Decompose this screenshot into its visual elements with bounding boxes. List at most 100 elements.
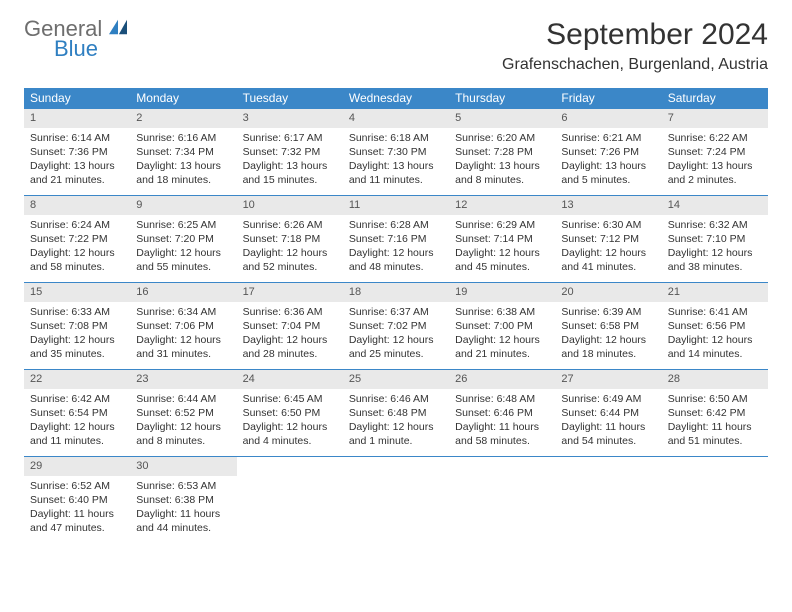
dow-cell: Tuesday [237, 88, 343, 108]
day-info: Sunrise: 6:26 AMSunset: 7:18 PMDaylight:… [237, 218, 343, 275]
day-info: Sunrise: 6:24 AMSunset: 7:22 PMDaylight:… [24, 218, 130, 275]
dow-header: Sunday Monday Tuesday Wednesday Thursday… [24, 88, 768, 108]
day-cell: 16Sunrise: 6:34 AMSunset: 7:06 PMDayligh… [130, 283, 236, 369]
empty-cell [237, 457, 343, 543]
day-number: 12 [449, 196, 555, 215]
header: General Blue September 2024 Grafenschach… [0, 0, 792, 80]
daylight: Daylight: 13 hours and 8 minutes. [455, 159, 549, 187]
day-info: Sunrise: 6:21 AMSunset: 7:26 PMDaylight:… [555, 131, 661, 188]
day-number: 17 [237, 283, 343, 302]
day-cell: 3 Sunrise: 6:17 AMSunset: 7:32 PMDaylight… [237, 109, 343, 195]
empty-cell [343, 457, 449, 543]
sunrise: Sunrise: 6:38 AM [455, 305, 549, 319]
day-number: 22 [24, 370, 130, 389]
day-number: 7 [662, 109, 768, 128]
day-cell: 27Sunrise: 6:49 AMSunset: 6:44 PMDayligh… [555, 370, 661, 456]
day-cell: 2 Sunrise: 6:16 AMSunset: 7:34 PMDaylight… [130, 109, 236, 195]
day-number: 24 [237, 370, 343, 389]
day-number: 29 [24, 457, 130, 476]
empty-cell [662, 457, 768, 543]
day-cell: 8 Sunrise: 6:24 AMSunset: 7:22 PMDaylight… [24, 196, 130, 282]
sunrise: Sunrise: 6:37 AM [349, 305, 443, 319]
daylight: Daylight: 12 hours and 4 minutes. [243, 420, 337, 448]
day-cell: 18Sunrise: 6:37 AMSunset: 7:02 PMDayligh… [343, 283, 449, 369]
sunrise: Sunrise: 6:48 AM [455, 392, 549, 406]
day-number: 25 [343, 370, 449, 389]
sunset: Sunset: 7:34 PM [136, 145, 230, 159]
week-row: 8 Sunrise: 6:24 AMSunset: 7:22 PMDaylight… [24, 195, 768, 282]
day-cell: 17 Sunrise: 6:36 AMSunset: 7:04 PMDayligh… [237, 283, 343, 369]
empty-cell [555, 457, 661, 543]
day-info: Sunrise: 6:36 AMSunset: 7:04 PMDaylight:… [237, 305, 343, 362]
day-number: 16 [130, 283, 236, 302]
empty-cell [449, 457, 555, 543]
sunset: Sunset: 6:54 PM [30, 406, 124, 420]
sunset: Sunset: 6:42 PM [668, 406, 762, 420]
day-number: 13 [555, 196, 661, 215]
dow-cell: Thursday [449, 88, 555, 108]
day-cell: 19Sunrise: 6:38 AMSunset: 7:00 PMDayligh… [449, 283, 555, 369]
daylight: Daylight: 13 hours and 21 minutes. [30, 159, 124, 187]
day-info: Sunrise: 6:53 AMSunset: 6:38 PMDaylight:… [130, 479, 236, 536]
sunset: Sunset: 7:06 PM [136, 319, 230, 333]
sunrise: Sunrise: 6:24 AM [30, 218, 124, 232]
week-row: 22 Sunrise: 6:42 AMSunset: 6:54 PMDayligh… [24, 369, 768, 456]
dow-cell: Monday [130, 88, 236, 108]
sunset: Sunset: 7:10 PM [668, 232, 762, 246]
sunset: Sunset: 7:14 PM [455, 232, 549, 246]
day-cell: 7Sunrise: 6:22 AMSunset: 7:24 PMDaylight… [662, 109, 768, 195]
day-number: 11 [343, 196, 449, 215]
day-number: 1 [24, 109, 130, 128]
calendar: Sunday Monday Tuesday Wednesday Thursday… [24, 88, 768, 543]
sunrise: Sunrise: 6:46 AM [349, 392, 443, 406]
day-cell: 9Sunrise: 6:25 AMSunset: 7:20 PMDaylight… [130, 196, 236, 282]
day-info: Sunrise: 6:52 AMSunset: 6:40 PMDaylight:… [24, 479, 130, 536]
day-cell: 23 Sunrise: 6:44 AMSunset: 6:52 PMDayligh… [130, 370, 236, 456]
day-number: 8 [24, 196, 130, 215]
daylight: Daylight: 12 hours and 28 minutes. [243, 333, 337, 361]
dow-cell: Saturday [662, 88, 768, 108]
day-cell: 13Sunrise: 6:30 AMSunset: 7:12 PMDayligh… [555, 196, 661, 282]
dow-cell: Sunday [24, 88, 130, 108]
day-info: Sunrise: 6:16 AMSunset: 7:34 PMDaylight:… [130, 131, 236, 188]
sunset: Sunset: 7:36 PM [30, 145, 124, 159]
day-cell: 30Sunrise: 6:53 AMSunset: 6:38 PMDayligh… [130, 457, 236, 543]
week-row: 29 Sunrise: 6:52 AMSunset: 6:40 PMDayligh… [24, 456, 768, 543]
sunrise: Sunrise: 6:39 AM [561, 305, 655, 319]
day-info: Sunrise: 6:20 AMSunset: 7:28 PMDaylight:… [449, 131, 555, 188]
day-number: 4 [343, 109, 449, 128]
daylight: Daylight: 12 hours and 14 minutes. [668, 333, 762, 361]
sunset: Sunset: 7:28 PM [455, 145, 549, 159]
sunset: Sunset: 7:26 PM [561, 145, 655, 159]
daylight: Daylight: 12 hours and 48 minutes. [349, 246, 443, 274]
day-number: 3 [237, 109, 343, 128]
sunset: Sunset: 7:08 PM [30, 319, 124, 333]
day-number: 21 [662, 283, 768, 302]
sunset: Sunset: 6:52 PM [136, 406, 230, 420]
sunset: Sunset: 6:50 PM [243, 406, 337, 420]
daylight: Daylight: 12 hours and 1 minute. [349, 420, 443, 448]
day-info: Sunrise: 6:42 AMSunset: 6:54 PMDaylight:… [24, 392, 130, 449]
day-number: 2 [130, 109, 236, 128]
day-number: 20 [555, 283, 661, 302]
daylight: Daylight: 12 hours and 38 minutes. [668, 246, 762, 274]
day-info: Sunrise: 6:39 AMSunset: 6:58 PMDaylight:… [555, 305, 661, 362]
day-info: Sunrise: 6:37 AMSunset: 7:02 PMDaylight:… [343, 305, 449, 362]
sunrise: Sunrise: 6:29 AM [455, 218, 549, 232]
day-info: Sunrise: 6:29 AMSunset: 7:14 PMDaylight:… [449, 218, 555, 275]
day-cell: 20 Sunrise: 6:39 AMSunset: 6:58 PMDayligh… [555, 283, 661, 369]
sunset: Sunset: 7:16 PM [349, 232, 443, 246]
day-cell: 12 Sunrise: 6:29 AMSunset: 7:14 PMDayligh… [449, 196, 555, 282]
day-number: 14 [662, 196, 768, 215]
day-info: Sunrise: 6:25 AMSunset: 7:20 PMDaylight:… [130, 218, 236, 275]
day-info: Sunrise: 6:17 AMSunset: 7:32 PMDaylight:… [237, 131, 343, 188]
week-row: 1Sunrise: 6:14 AMSunset: 7:36 PMDaylight… [24, 108, 768, 195]
daylight: Daylight: 11 hours and 58 minutes. [455, 420, 549, 448]
sunset: Sunset: 7:32 PM [243, 145, 337, 159]
day-info: Sunrise: 6:45 AMSunset: 6:50 PMDaylight:… [237, 392, 343, 449]
daylight: Daylight: 11 hours and 51 minutes. [668, 420, 762, 448]
day-number: 26 [449, 370, 555, 389]
sunrise: Sunrise: 6:44 AM [136, 392, 230, 406]
day-number: 23 [130, 370, 236, 389]
daylight: Daylight: 12 hours and 8 minutes. [136, 420, 230, 448]
